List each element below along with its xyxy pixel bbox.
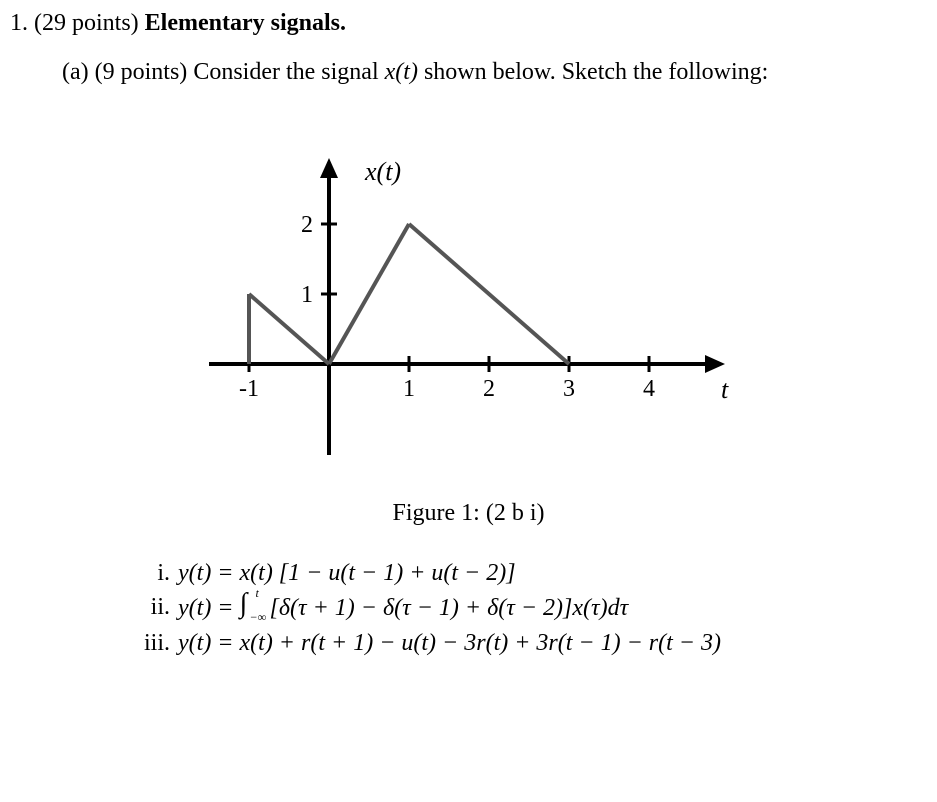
subpart-iii-num: iii. — [130, 627, 178, 659]
svg-text:x(t): x(t) — [364, 157, 401, 186]
svg-text:2: 2 — [483, 376, 495, 402]
part-a-points: (9 points) — [95, 59, 188, 85]
problem-title: Elementary signals. — [145, 10, 346, 36]
svg-text:4: 4 — [643, 376, 655, 402]
part-a-prefix: Consider the signal — [193, 59, 384, 85]
subpart-iii: iii. y(t) = x(t) + r(t + 1) − u(t) − 3r(… — [130, 627, 927, 659]
int-upper: t — [256, 585, 259, 601]
subpart-i: i. y(t) = x(t) [1 − u(t − 1) + u(t − 2)] — [130, 557, 927, 589]
subpart-ii-pre: y(t) = — [178, 595, 240, 621]
problem-points: (29 points) — [34, 10, 139, 36]
svg-text:2: 2 — [301, 212, 313, 238]
int-lower: −∞ — [250, 609, 267, 625]
figure-wrap: -1 1 2 3 4 1 2 x(t) t — [10, 104, 927, 494]
subpart-i-eq: y(t) = x(t) [1 − u(t − 1) + u(t − 2)] — [178, 557, 516, 589]
svg-text:3: 3 — [563, 376, 575, 402]
problem-heading: 1. (29 points) Elementary signals. — [10, 10, 927, 37]
subpart-i-num: i. — [130, 557, 178, 589]
figure-caption: Figure 1: (2 b i) — [10, 500, 927, 527]
subpart-ii-eq: y(t) = ∫ t −∞ [δ(τ + 1) − δ(τ − 1) + δ(τ… — [178, 591, 628, 624]
part-a-line: (a) (9 points) Consider the signal x(t) … — [62, 59, 927, 86]
signal-name: x(t) — [385, 59, 418, 85]
subpart-ii: ii. y(t) = ∫ t −∞ [δ(τ + 1) − δ(τ − 1) +… — [130, 591, 927, 624]
subparts: i. y(t) = x(t) [1 − u(t − 1) + u(t − 2)]… — [130, 557, 927, 659]
integral-icon: ∫ t −∞ — [240, 591, 270, 621]
subpart-ii-body: [δ(τ + 1) − δ(τ − 1) + δ(τ − 2)]x(τ)dτ — [270, 595, 629, 621]
subpart-iii-eq: y(t) = x(t) + r(t + 1) − u(t) − 3r(t) + … — [178, 627, 721, 659]
problem-number: 1. — [10, 10, 28, 36]
part-a-suffix: shown below. Sketch the following: — [418, 59, 768, 85]
signal-plot: -1 1 2 3 4 1 2 x(t) t — [189, 104, 749, 494]
subpart-ii-num: ii. — [130, 591, 178, 623]
page: 1. (29 points) Elementary signals. (a) (… — [0, 0, 937, 671]
svg-text:t: t — [721, 375, 729, 404]
part-a-label: (a) — [62, 59, 89, 85]
svg-text:-1: -1 — [239, 376, 259, 402]
svg-text:1: 1 — [301, 282, 313, 308]
svg-text:1: 1 — [403, 376, 415, 402]
